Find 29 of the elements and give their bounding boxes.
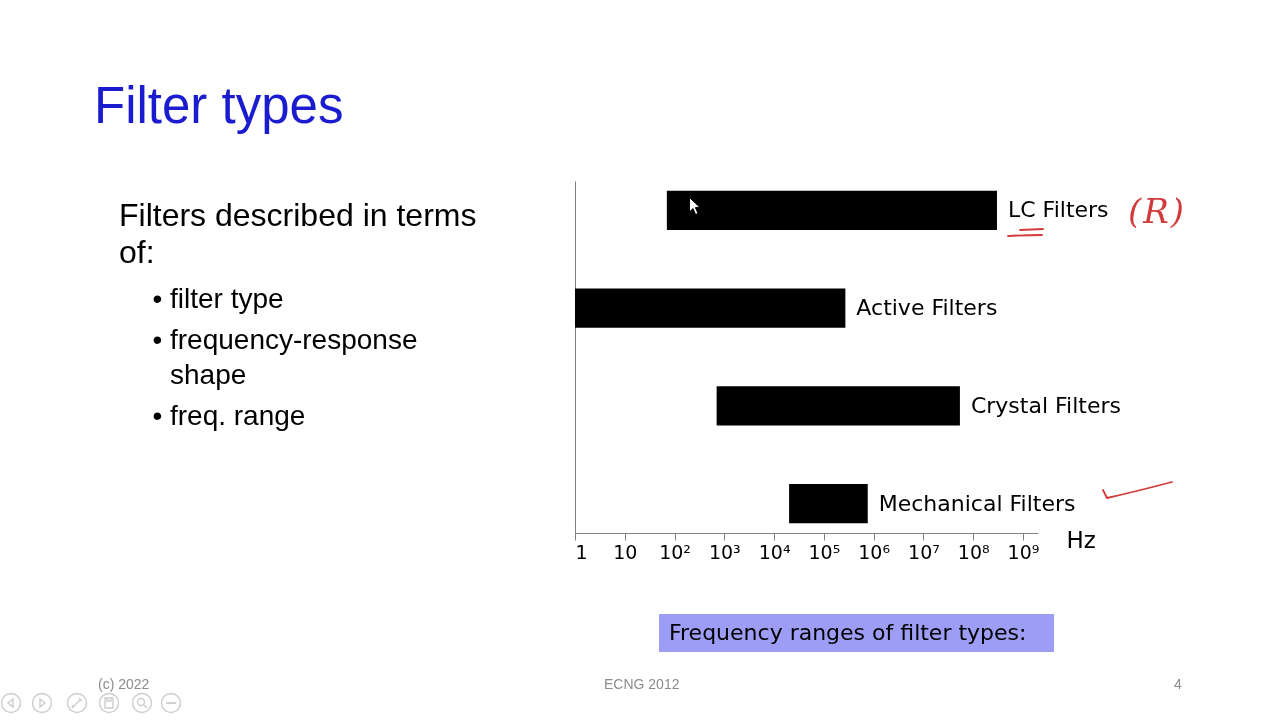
x-tick-label: 10⁸ bbox=[957, 540, 990, 563]
y-tick-label: LC Filters bbox=[1007, 197, 1109, 223]
text: ECNG 2012 bbox=[604, 676, 680, 692]
y-tick-label: Mechanical Filters bbox=[878, 490, 1076, 516]
bar bbox=[716, 386, 960, 426]
x-tick-label: 10⁶ bbox=[858, 540, 891, 563]
text: 4 bbox=[1174, 676, 1182, 692]
text: Frequency ranges of filter types: bbox=[669, 619, 1027, 647]
text: (c) 2022 bbox=[98, 676, 150, 692]
x-tick-label: 10⁷ bbox=[908, 540, 940, 563]
bar bbox=[575, 288, 846, 328]
y-tick-label: Crystal Filters bbox=[970, 392, 1121, 418]
text: Filters described in terms of: bbox=[119, 197, 478, 271]
text: • filter type bbox=[152, 282, 285, 316]
x-axis-title: Hz bbox=[1066, 526, 1096, 553]
x-tick-label: 10⁵ bbox=[808, 540, 841, 563]
x-tick-label: 10⁴ bbox=[758, 540, 791, 563]
x-tick-label: 10⁹ bbox=[1007, 540, 1040, 563]
bar bbox=[789, 484, 868, 524]
text: • freq. range bbox=[152, 399, 307, 433]
x-tick-label: 10 bbox=[613, 540, 638, 563]
chart-title: Filter types bbox=[94, 76, 344, 136]
x-tick-label: 10² bbox=[659, 540, 691, 563]
text: • frequency-response shape bbox=[152, 323, 419, 392]
bar bbox=[666, 190, 997, 230]
x-tick-label: 1 bbox=[575, 540, 588, 563]
text: (R) bbox=[1128, 191, 1187, 231]
x-tick-label: 10³ bbox=[708, 540, 741, 563]
y-tick-label: Active Filters bbox=[856, 295, 998, 321]
